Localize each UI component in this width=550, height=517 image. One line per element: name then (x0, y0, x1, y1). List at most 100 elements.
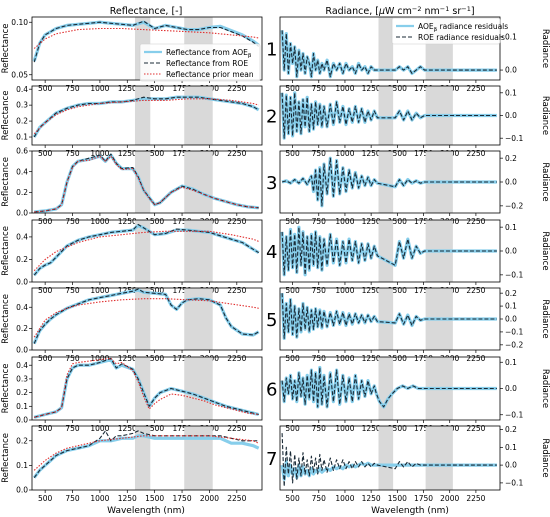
series-line-roe (281, 226, 497, 276)
x-tick-label: 1000 (335, 354, 354, 363)
axes-frame (31, 219, 263, 283)
y-tick-label: 0.0 (16, 416, 28, 425)
y-tick-label: 0.4 (16, 167, 28, 176)
y-tick-label: 0.1 (505, 32, 517, 41)
y-axis-label: Radiance (540, 369, 550, 408)
x-tick-label: 1250 (118, 494, 137, 503)
y-tick-label: 0.2 (16, 436, 28, 445)
axes-frame (31, 85, 263, 146)
series-line-prior (33, 230, 259, 272)
x-tick-label: 1250 (118, 149, 137, 158)
x-tick-label: 500 (38, 84, 53, 93)
y-tick-label: 0.2 (16, 388, 28, 397)
right-panel-title: Radiance, [μW cm−2 nm−1 sr−1] (325, 5, 474, 17)
series-line-prior (34, 155, 259, 213)
x-tick-label: 2250 (466, 354, 485, 363)
x-tick-label: 2250 (466, 286, 485, 295)
y-axis-label: Reflectance (1, 433, 11, 483)
y-tick-label: 0.4 (16, 303, 28, 312)
x-tick-label: 1500 (388, 286, 407, 295)
shaded-band (184, 86, 213, 145)
x-tick-label: 1500 (388, 354, 407, 363)
y-tick-label: 0.1 (505, 223, 517, 232)
series-group (280, 433, 497, 487)
y-axis-label: Radiance (540, 162, 550, 201)
series-group (280, 30, 497, 79)
series-line-prior (34, 357, 259, 418)
series-line-roe (281, 433, 497, 487)
y-axis-label: Reflectance (1, 91, 11, 141)
series-group (33, 357, 260, 419)
y-tick-label: 0.0 (16, 209, 28, 218)
y-tick-label: 0.4 (16, 361, 28, 370)
x-tick-label: 1250 (118, 424, 137, 433)
y-tick-label: 0.2 (505, 289, 517, 298)
x-tick-label: 750 (65, 217, 80, 226)
x-tick-label: 750 (312, 286, 327, 295)
y-tick-label: 0.3 (16, 101, 28, 110)
series-group (34, 153, 259, 213)
y-tick-label: 0.1 (505, 88, 517, 97)
x-tick-label: 750 (65, 354, 80, 363)
shaded-band (134, 288, 151, 350)
x-tick-label: 2250 (227, 354, 246, 363)
row-number: 4 (266, 242, 277, 263)
right-panel-6: 500750100012501500175020002250−0.10.00.1… (266, 356, 550, 433)
x-tick-label: 1000 (335, 84, 354, 93)
shaded-band (134, 220, 151, 282)
x-tick-label: 750 (312, 494, 327, 503)
left-panel-6: 5007501000125015001750200022500.00.10.20… (1, 356, 263, 433)
y-axis-label: Radiance (540, 231, 550, 270)
y-tick-label: 0.0 (505, 461, 517, 470)
y-axis-label: Reflectance (1, 24, 11, 74)
shaded-band (184, 357, 213, 420)
x-tick-label: 1500 (145, 84, 164, 93)
shaded-band (134, 426, 151, 490)
x-tick-label: 1750 (173, 84, 192, 93)
y-tick-label: 0.0 (505, 111, 517, 120)
x-tick-label: 1750 (414, 84, 433, 93)
x-tick-label: 500 (285, 84, 300, 93)
shaded-band (134, 86, 151, 145)
series-group (280, 225, 497, 277)
y-axis-label: Radiance (540, 96, 550, 135)
x-tick-label: 2250 (466, 494, 485, 503)
y-axis-label: Radiance (540, 29, 550, 68)
y-tick-label: 0.0 (16, 278, 28, 287)
x-tick-label: 750 (65, 149, 80, 158)
series-line-prior (33, 298, 259, 338)
series-line-roe (33, 20, 260, 63)
x-tick-label: 1750 (173, 149, 192, 158)
y-tick-label: 0.0 (505, 315, 517, 324)
x-tick-label: 750 (65, 424, 80, 433)
x-tick-label: 1500 (145, 424, 164, 433)
y-tick-label: 0.0 (505, 66, 517, 75)
x-tick-label: 1250 (362, 494, 381, 503)
y-tick-label: 0.4 (16, 233, 28, 242)
x-tick-label: 1250 (362, 149, 381, 158)
x-tick-label: 750 (312, 84, 327, 93)
left-panel-5: 5007501000125015001750200022500.00.20.4R… (1, 287, 263, 363)
x-tick-label: 1000 (90, 149, 109, 158)
y-tick-label: 0.0 (505, 178, 517, 187)
x-tick-label: 1000 (90, 84, 109, 93)
row-number: 6 (266, 380, 277, 401)
shaded-band (184, 151, 213, 213)
y-tick-label: 0.1 (16, 402, 28, 411)
x-tick-label: 1500 (145, 217, 164, 226)
y-axis-label: Radiance (540, 299, 550, 338)
row-number: 7 (266, 449, 277, 470)
x-tick-label: 1000 (335, 494, 354, 503)
series-group (281, 156, 497, 208)
x-tick-label: 2250 (227, 217, 246, 226)
y-tick-label: −0.1 (505, 410, 523, 419)
series-group (280, 365, 497, 409)
axes-frame (279, 425, 501, 491)
row-number: 2 (266, 107, 277, 128)
y-axis-label: Reflectance (1, 294, 11, 344)
series-line-roe (281, 293, 497, 339)
x-tick-label: 500 (38, 494, 53, 503)
x-tick-label: 1750 (414, 149, 433, 158)
x-tick-label: 1750 (414, 217, 433, 226)
